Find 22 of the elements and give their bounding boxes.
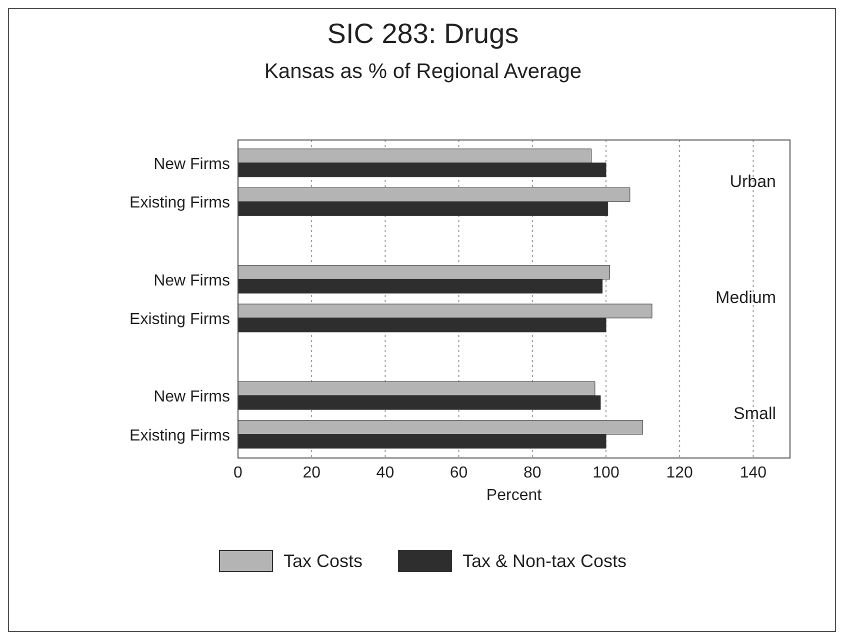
y-tick-label: Existing Firms [130, 194, 230, 212]
annotation: Medium [716, 288, 776, 308]
x-tick-label: 80 [524, 464, 542, 482]
chart-title: SIC 283: Drugs [326, 18, 520, 50]
x-tick-label: 0 [234, 464, 243, 482]
annotation: Urban [730, 172, 776, 192]
chart-subtitle: Kansas as % of Regional Average [263, 60, 583, 84]
x-tick-label: 140 [740, 464, 767, 482]
y-tick-label: Existing Firms [130, 311, 230, 328]
legend-label: Tax & Non-tax Costs [462, 550, 627, 572]
y-tick-label: New Firms [154, 388, 230, 406]
legend-label: Tax Costs [283, 550, 362, 572]
x-tick-label: 40 [376, 464, 394, 482]
y-tick-label: New Firms [154, 272, 230, 290]
x-axis-title: Percent [486, 487, 542, 504]
x-tick-label: 20 [302, 464, 321, 482]
y-tick-label: Existing Firms [130, 427, 230, 444]
annotation: Small [733, 404, 776, 424]
y-tick-label: New Firms [154, 156, 230, 173]
x-tick-label: 120 [666, 464, 694, 482]
x-tick-label: 100 [592, 464, 620, 482]
x-tick-label: 60 [450, 464, 468, 482]
